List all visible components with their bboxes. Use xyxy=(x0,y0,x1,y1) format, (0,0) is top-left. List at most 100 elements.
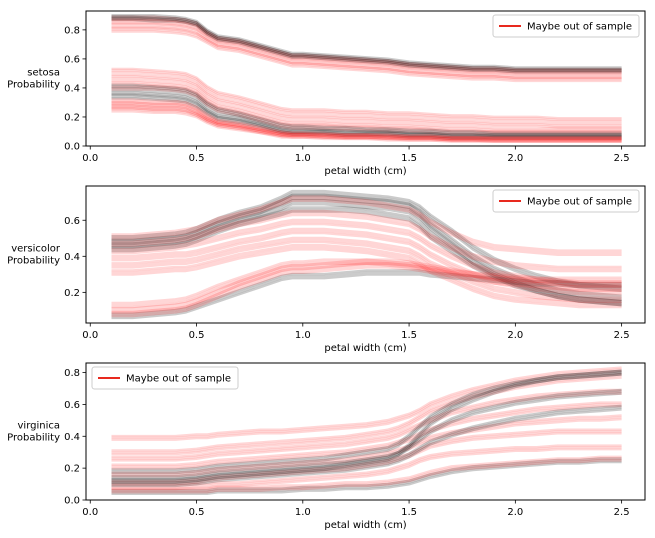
series-line xyxy=(111,390,622,460)
series-line xyxy=(111,406,622,486)
series-line xyxy=(111,17,622,72)
series-line xyxy=(111,83,622,134)
y-axis-label: Probability xyxy=(7,80,60,91)
x-tick-label: 2.0 xyxy=(507,153,523,164)
series-line xyxy=(111,370,622,441)
series-line xyxy=(111,30,622,83)
series-line xyxy=(111,258,622,304)
series-line xyxy=(111,459,622,494)
chart-panel-2: 0.0 0.5 1.0 1.5 2.0 2.5 0.2 0.4 0.6 petal width (… xyxy=(7,185,646,354)
legend: Maybe out of sample xyxy=(91,366,239,390)
series-line xyxy=(111,405,622,470)
series-line xyxy=(111,221,622,285)
series-line xyxy=(111,461,622,495)
series-line xyxy=(111,258,622,310)
series-line xyxy=(111,73,622,125)
series-line xyxy=(111,369,622,481)
series-line xyxy=(111,104,622,140)
series-line xyxy=(111,374,622,454)
series-line xyxy=(111,26,622,80)
series-line xyxy=(111,14,622,69)
series-line xyxy=(111,189,622,288)
series-line xyxy=(111,17,622,72)
x-tick-label: 0.0 xyxy=(82,330,98,341)
x-tick-label: 1.0 xyxy=(295,507,311,518)
series-line xyxy=(111,457,622,492)
series-line xyxy=(111,273,622,320)
legend-box xyxy=(492,189,640,213)
series-line xyxy=(111,408,622,488)
series-line xyxy=(111,108,622,142)
x-tick-label: 2.0 xyxy=(507,507,523,518)
y-axis-label: setosa xyxy=(27,68,60,79)
series-group xyxy=(111,14,622,143)
series-line xyxy=(111,199,622,256)
y-tick-label: 0.6 xyxy=(64,216,80,227)
series-line xyxy=(111,199,622,303)
legend: Maybe out of sample xyxy=(492,14,640,38)
x-axis-label: petal width (cm) xyxy=(324,343,406,354)
plot-frame xyxy=(85,10,646,147)
series-line xyxy=(111,372,622,452)
series-line xyxy=(111,82,622,133)
series-line xyxy=(111,79,622,130)
series-line xyxy=(111,67,622,120)
x-axis-label: petal width (cm) xyxy=(324,166,406,177)
series-line xyxy=(111,194,622,292)
legend-box xyxy=(91,366,239,390)
series-line xyxy=(111,197,622,301)
series-line xyxy=(111,107,622,143)
y-tick-label: 0.2 xyxy=(64,112,80,123)
series-line xyxy=(111,432,622,486)
series-line xyxy=(111,15,622,70)
x-tick-label: 1.5 xyxy=(401,330,417,341)
series-line xyxy=(111,208,622,305)
series-line xyxy=(111,201,622,305)
series-line xyxy=(111,248,622,309)
series-line xyxy=(111,262,622,309)
series-line xyxy=(111,236,622,299)
y-axis-label: virginica xyxy=(18,421,61,432)
y-tick-label: 0.4 xyxy=(64,252,80,263)
series-line xyxy=(111,414,622,474)
series-line xyxy=(111,459,622,494)
series-line xyxy=(111,17,622,72)
x-tick-label: 0.5 xyxy=(189,153,205,164)
series-line xyxy=(111,211,622,270)
plot-frame xyxy=(85,362,646,501)
y-axis-label: versicolor xyxy=(11,244,61,255)
series-line xyxy=(111,24,622,78)
series-line xyxy=(111,416,622,476)
x-tick-label: 1.0 xyxy=(295,153,311,164)
x-tick-label: 2.5 xyxy=(614,153,630,164)
series-line xyxy=(111,192,622,290)
y-tick-label: 0.6 xyxy=(64,400,80,411)
series-line xyxy=(111,101,622,142)
series-line xyxy=(111,203,622,307)
series-line xyxy=(111,227,622,292)
series-group xyxy=(111,189,622,320)
series-line xyxy=(111,392,622,462)
series-line xyxy=(111,27,622,79)
legend-label: Maybe out of sample xyxy=(126,374,231,385)
series-line xyxy=(111,430,622,484)
series-line xyxy=(111,28,622,81)
series-line xyxy=(111,99,622,140)
series-line xyxy=(111,93,622,137)
series-line xyxy=(111,85,622,133)
y-tick-label: 0.4 xyxy=(64,432,80,443)
series-line xyxy=(111,418,622,478)
legend-label: Maybe out of sample xyxy=(527,197,632,208)
y-tick-label: 0.8 xyxy=(64,25,80,36)
series-line xyxy=(111,371,622,473)
series-line xyxy=(111,271,622,317)
series-line xyxy=(111,260,622,312)
series-line xyxy=(111,269,622,315)
y-tick-label: 0.6 xyxy=(64,54,80,65)
series-line xyxy=(111,22,622,76)
series-line xyxy=(111,376,622,456)
y-tick-label: 0.0 xyxy=(64,142,80,153)
series-group xyxy=(111,366,622,495)
x-tick-label: 2.5 xyxy=(614,507,630,518)
